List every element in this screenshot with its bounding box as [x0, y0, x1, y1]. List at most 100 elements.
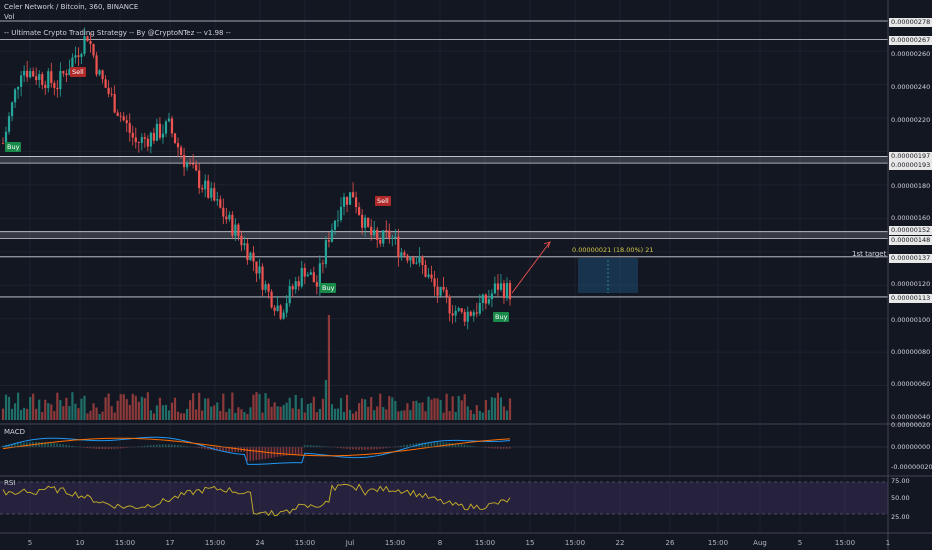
candle-body: [26, 70, 29, 78]
candle-body: [80, 53, 83, 57]
macd-histogram-bar: [282, 447, 285, 457]
candle-body: [415, 262, 418, 264]
volume-bar: [339, 398, 343, 420]
volume-bar: [225, 412, 228, 420]
candle-body: [213, 188, 216, 201]
volume-bar: [53, 411, 56, 420]
volume-bar: [370, 397, 373, 420]
candle-body: [1, 143, 5, 144]
macd-histogram-bar: [23, 442, 25, 447]
candle-body: [379, 239, 382, 244]
candle-body: [110, 93, 113, 95]
volume-bar: [89, 410, 92, 420]
volume-bar: [252, 394, 255, 420]
volume-bar: [255, 392, 258, 420]
macd-histogram-bar: [59, 443, 61, 447]
candle-body: [294, 281, 297, 290]
volume-bar: [237, 407, 240, 420]
volume-bar: [288, 397, 291, 420]
time-axis-label: 22: [615, 539, 625, 547]
macd-signal-line: [2, 437, 511, 457]
volume-bar: [261, 412, 264, 420]
candle-body: [466, 311, 469, 322]
candle-body: [397, 236, 400, 257]
volume-bar: [273, 402, 276, 420]
price-axis-label: 0.00000020: [891, 421, 931, 429]
volume-bar: [246, 413, 249, 420]
time-axis-label: 15:00: [474, 539, 496, 547]
candle-body: [439, 286, 442, 296]
candle-body: [412, 257, 415, 264]
macd-histogram-bar: [158, 444, 161, 447]
candle-body: [201, 188, 204, 190]
candle-body: [176, 143, 180, 148]
candle-body: [4, 131, 8, 144]
volume-bar: [80, 398, 83, 420]
macd-histogram-bar: [261, 447, 264, 460]
volume-bar: [364, 399, 367, 420]
candle-body: [288, 286, 291, 304]
volume-bar: [161, 405, 165, 420]
candle-body: [170, 118, 174, 134]
candle-body: [300, 267, 303, 287]
candle-body: [195, 164, 198, 171]
macd-histogram-bar: [370, 447, 372, 450]
candle-body: [475, 312, 478, 314]
macd-histogram-bar: [451, 443, 454, 447]
candle-body: [243, 243, 246, 246]
candle-body: [336, 219, 340, 221]
macd-histogram-bar: [164, 444, 167, 447]
candle-body: [499, 283, 503, 290]
volume-bar: [484, 399, 487, 420]
price-axis-label: 0.00000080: [891, 348, 931, 356]
volume-bar: [436, 398, 439, 420]
macd-histogram-bar: [20, 442, 22, 447]
candle-body: [436, 286, 439, 296]
macd-histogram-bar: [373, 447, 375, 450]
macd-histogram-bar: [101, 447, 104, 450]
volume-bar: [134, 395, 137, 420]
volume-bar: [385, 409, 388, 420]
candle-body: [13, 89, 17, 103]
volume-bar: [234, 412, 237, 420]
candle-body: [59, 70, 62, 90]
macd-histogram-bar: [466, 445, 469, 447]
volume-bar: [502, 406, 506, 420]
volume-bar: [282, 404, 285, 420]
candle-body: [454, 310, 457, 316]
volume-bar: [448, 411, 451, 420]
candle-body: [74, 55, 77, 58]
candle-body: [285, 303, 288, 313]
macd-histogram-bar: [346, 447, 348, 449]
candle-body: [376, 229, 379, 240]
candle-body: [351, 192, 355, 198]
strategy-label: -- Ultimate Crypto Trading Strategy -- B…: [4, 29, 231, 37]
candle-body: [433, 278, 436, 287]
candle-body: [348, 192, 352, 205]
macd-line: [2, 436, 511, 465]
rsi-pane: [0, 481, 888, 517]
macd-histogram-bar: [62, 444, 64, 447]
macd-histogram-bar: [95, 447, 98, 449]
candle-body: [273, 307, 276, 311]
macd-histogram-bar: [189, 446, 191, 447]
candle-body: [125, 120, 128, 124]
buy-signal-marker: Buy: [5, 142, 22, 152]
volume-bar: [345, 394, 349, 420]
candle-body: [119, 115, 122, 117]
volume-bar: [418, 402, 421, 420]
candle-body: [297, 281, 300, 287]
macd-histogram-bar: [225, 447, 227, 452]
candle-body: [264, 284, 267, 290]
volume-bar: [391, 397, 394, 420]
volume-bar: [351, 413, 355, 420]
macd-histogram-bar: [231, 447, 233, 452]
projection-arrow: [511, 241, 551, 294]
volume-bar: [74, 403, 77, 420]
macd-histogram-bar: [358, 447, 360, 450]
volume-bar: [379, 393, 382, 420]
time-axis-label: Aug: [753, 539, 767, 547]
macd-pane: [0, 436, 888, 465]
volume-bar: [445, 393, 448, 420]
